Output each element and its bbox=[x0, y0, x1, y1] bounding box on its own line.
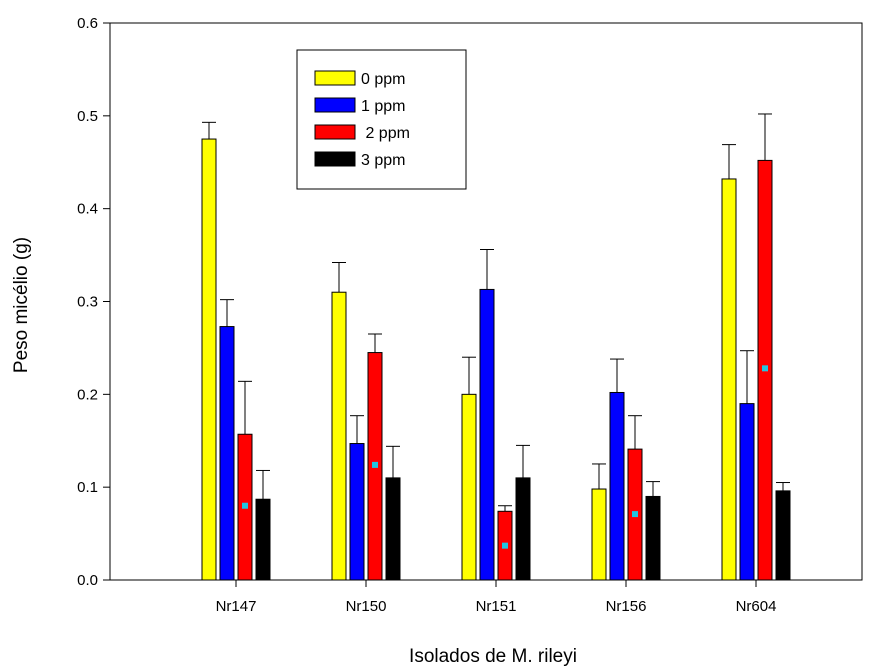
bar-nr156-series-1 bbox=[591, 488, 607, 581]
bar-nr147-series-4 bbox=[255, 498, 271, 581]
bar-nr151-series-4 bbox=[515, 477, 531, 581]
bar-nr150-series-1 bbox=[331, 291, 347, 581]
bar-nr604-series-4 bbox=[775, 490, 791, 581]
bar-nr147-series-2 bbox=[219, 326, 235, 581]
error-bars-layer bbox=[202, 113, 790, 512]
x-tick-label: Nr150 bbox=[346, 598, 387, 615]
legend-swatch bbox=[314, 70, 356, 86]
y-axis-title: Peso micélio (g) bbox=[11, 237, 32, 373]
x-tick-label: Nr604 bbox=[736, 598, 777, 615]
bar-nr150-series-2 bbox=[349, 443, 365, 581]
marker-point bbox=[502, 542, 508, 549]
marker-point bbox=[242, 502, 248, 509]
x-tick-label: Nr147 bbox=[216, 598, 257, 615]
y-tick-label: 0.0 bbox=[77, 572, 98, 589]
y-tick-label: 0.1 bbox=[77, 479, 98, 496]
legend-swatch bbox=[314, 124, 356, 140]
bar-nr156-series-2 bbox=[609, 391, 625, 581]
y-tick-label: 0.6 bbox=[77, 15, 98, 32]
legend-label: 3 ppm bbox=[361, 152, 405, 169]
x-tick-label: Nr156 bbox=[606, 598, 647, 615]
bar-nr604-series-1 bbox=[721, 178, 737, 581]
marker-point bbox=[762, 365, 768, 372]
bar-nr151-series-1 bbox=[461, 393, 477, 581]
legend-swatch bbox=[314, 151, 356, 167]
legend-label: 0 ppm bbox=[361, 71, 405, 88]
legend-label: 1 ppm bbox=[361, 98, 405, 115]
axes-layer: 0.0 0.1 0.2 0.3 0.4 0.5 0.6 Nr147 Nr150 Nr151 Nr15… bbox=[77, 15, 776, 615]
y-tick-label: 0.5 bbox=[77, 108, 98, 125]
y-tick-label: 0.4 bbox=[77, 201, 98, 218]
bar-nr156-series-4 bbox=[645, 495, 661, 581]
x-tick-label: Nr151 bbox=[476, 598, 517, 615]
bar-nr150-series-4 bbox=[385, 477, 401, 581]
markers-layer bbox=[242, 365, 768, 549]
marker-point bbox=[372, 461, 378, 468]
legend-swatch bbox=[314, 97, 356, 113]
x-axis-title: Isolados de M. rileyi bbox=[409, 646, 577, 667]
bar-nr147-series-1 bbox=[201, 138, 217, 581]
bars-layer bbox=[201, 138, 791, 581]
legend-label: 2 ppm bbox=[361, 125, 410, 142]
bar-nr151-series-2 bbox=[479, 288, 495, 581]
y-tick-label: 0.3 bbox=[77, 294, 98, 311]
y-tick-label: 0.2 bbox=[77, 386, 98, 403]
legend: 0 ppm 1 ppm 2 ppm 3 ppm bbox=[296, 49, 467, 190]
bar-nr604-series-2 bbox=[739, 403, 755, 581]
marker-point bbox=[632, 511, 638, 518]
